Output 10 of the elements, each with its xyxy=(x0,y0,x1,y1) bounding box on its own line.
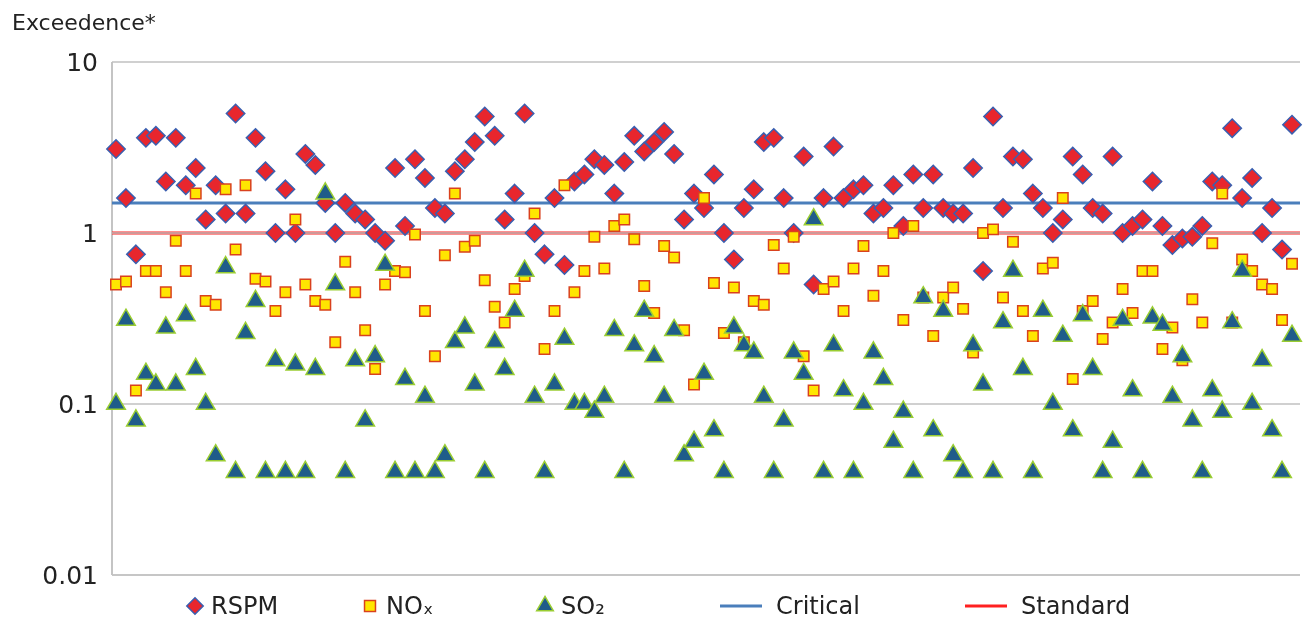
legend-label: RSPM xyxy=(211,592,279,621)
y-tick-label: 0.1 xyxy=(58,389,98,419)
legend-label: Critical xyxy=(776,592,860,621)
y-tick-label: 10 xyxy=(66,47,98,77)
y-tick-label: 0.01 xyxy=(42,560,98,590)
legend-label: NOₓ xyxy=(386,592,434,621)
legend-label: Standard xyxy=(1021,592,1131,621)
legend-label: SO₂ xyxy=(561,592,605,621)
y-axis-title: Exceedence* xyxy=(12,10,156,35)
y-tick-label: 1 xyxy=(82,218,98,248)
